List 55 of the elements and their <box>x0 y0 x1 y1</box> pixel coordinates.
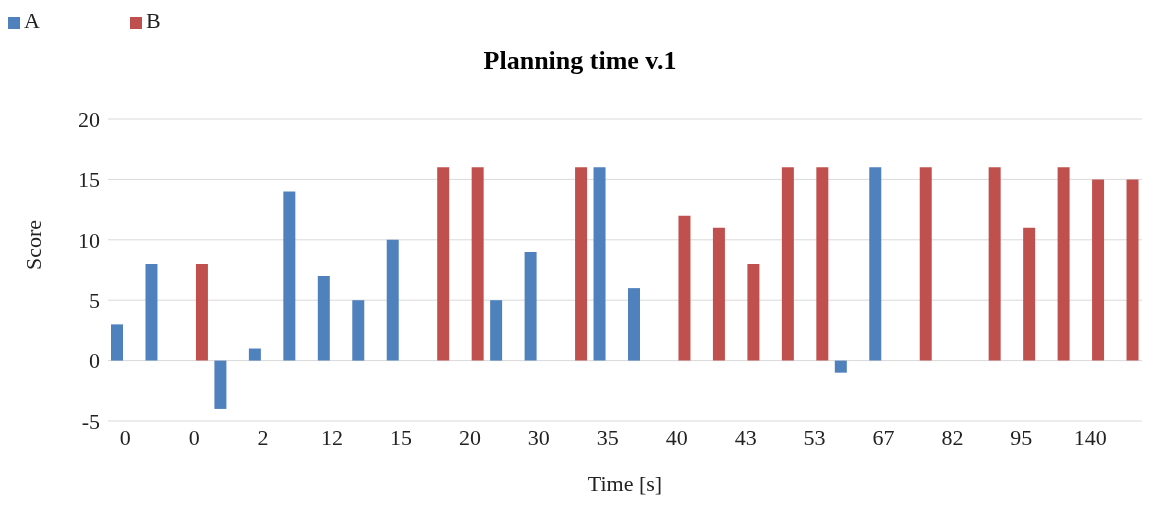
y-tick-label: 15 <box>78 167 100 193</box>
bar <box>195 263 208 361</box>
y-tick-label: -5 <box>81 408 100 434</box>
bar <box>747 263 760 361</box>
x-tick-label: 12 <box>321 424 344 450</box>
bar <box>1023 227 1036 361</box>
bar <box>1126 179 1139 361</box>
y-axis-title: Score <box>20 219 46 270</box>
y-tick-label: 5 <box>89 288 100 314</box>
x-tick-label: 20 <box>458 424 481 450</box>
x-tick-label: 15 <box>389 424 412 450</box>
y-tick-label: 10 <box>78 227 100 253</box>
bar <box>575 167 588 361</box>
chart-title: Planning time v.1 <box>482 46 678 76</box>
legend-label: B <box>145 8 161 33</box>
bar <box>386 239 399 361</box>
bar <box>781 167 794 361</box>
bar <box>988 167 1001 361</box>
bar <box>214 360 227 409</box>
bar <box>437 167 450 361</box>
bar <box>283 191 296 361</box>
x-tick-label: 67 <box>872 424 895 450</box>
y-tick-label: 20 <box>78 106 100 132</box>
bar <box>1057 167 1070 361</box>
x-axis-title: Time [s] <box>587 471 663 496</box>
y-tick-label: 0 <box>89 348 100 374</box>
x-tick-label: 95 <box>1010 424 1033 450</box>
x-tick-label: 35 <box>596 424 619 450</box>
bar <box>919 167 932 361</box>
x-tick-label: 82 <box>941 424 964 450</box>
bar <box>317 276 330 361</box>
x-tick-label: 43 <box>734 424 757 450</box>
bar <box>834 360 847 373</box>
x-tick-label: 40 <box>665 424 688 450</box>
bar <box>678 215 691 361</box>
bar <box>869 167 882 361</box>
x-tick-label: 0 <box>188 424 200 450</box>
bar <box>524 251 537 361</box>
bar <box>111 324 123 361</box>
x-tick-label: 30 <box>527 424 550 450</box>
legend-label: A <box>24 8 40 33</box>
bar <box>490 300 503 361</box>
bar <box>1092 179 1105 361</box>
bar <box>471 167 484 361</box>
bar <box>145 263 158 361</box>
x-tick-label: 2 <box>257 424 269 450</box>
x-tick-label: 0 <box>119 424 131 450</box>
bar <box>248 348 261 361</box>
bar <box>712 227 725 361</box>
bar <box>593 167 606 361</box>
bar <box>352 300 365 361</box>
x-tick-label: 53 <box>803 424 826 450</box>
bar <box>628 288 640 361</box>
x-tick-label: 140 <box>1073 424 1107 450</box>
bar <box>816 167 829 361</box>
